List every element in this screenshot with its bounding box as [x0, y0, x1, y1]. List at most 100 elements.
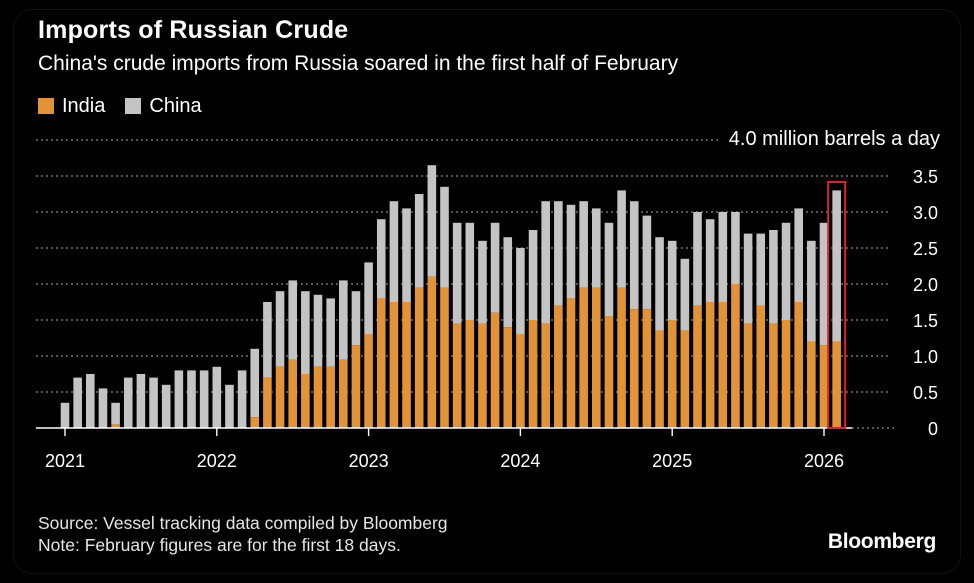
- bar-china: [756, 233, 766, 306]
- highlight-box: [827, 181, 847, 429]
- x-tick-label: 2021: [45, 451, 85, 471]
- legend-item-china: China: [125, 94, 202, 118]
- bar-china: [250, 348, 260, 418]
- bar-china: [541, 201, 550, 324]
- bar-india: [617, 287, 626, 428]
- bar-india: [718, 302, 728, 428]
- bar-china: [490, 222, 500, 313]
- bar-china: [86, 374, 95, 428]
- bar-china: [376, 219, 386, 299]
- legend: India China: [38, 94, 222, 118]
- bar-india: [579, 287, 588, 428]
- bar-india: [402, 302, 411, 428]
- bar-china: [174, 370, 184, 428]
- bar-india: [794, 302, 803, 428]
- bar-india: [832, 341, 841, 428]
- bar-china: [212, 366, 222, 428]
- bar-india: [427, 276, 437, 428]
- bar-china: [111, 402, 120, 425]
- bar-china: [731, 212, 740, 284]
- bar-china: [402, 208, 411, 302]
- bar-india: [478, 323, 487, 428]
- bar-india: [465, 320, 475, 428]
- bar-china: [389, 201, 399, 302]
- y-tick-label: 0: [928, 419, 938, 439]
- bar-china: [655, 237, 664, 331]
- bar-china: [592, 208, 601, 288]
- bar-india: [288, 359, 297, 428]
- bar-india: [326, 366, 335, 428]
- bar-india: [111, 424, 120, 428]
- bar-china: [832, 190, 841, 342]
- bar-china: [516, 248, 525, 335]
- bar-india: [351, 345, 361, 428]
- bar-china: [554, 201, 563, 306]
- bar-china: [225, 384, 234, 428]
- bar-india: [313, 366, 323, 428]
- bar-india: [389, 302, 399, 428]
- bar-india: [440, 287, 449, 428]
- x-tick-label: 2025: [652, 451, 692, 471]
- bar-china: [440, 186, 449, 288]
- bar-china: [98, 388, 108, 428]
- bar-china: [313, 294, 323, 367]
- x-tick-label: 2024: [500, 451, 540, 471]
- bar-india: [629, 309, 639, 428]
- bar-china: [123, 377, 133, 428]
- bar-india: [275, 366, 285, 428]
- bar-china: [136, 374, 146, 428]
- bar-india: [807, 341, 816, 428]
- bar-china: [604, 222, 614, 317]
- bar-india: [769, 323, 778, 428]
- bar-india: [554, 305, 563, 428]
- bar-india: [301, 374, 310, 428]
- bar-india: [667, 320, 677, 428]
- bar-india: [528, 320, 538, 428]
- bar-china: [339, 280, 348, 360]
- bar-china: [275, 291, 285, 367]
- y-tick-label: 2.0: [913, 275, 938, 295]
- legend-label-china: China: [149, 94, 202, 117]
- bar-china: [617, 190, 626, 288]
- y-tick-label: 1.0: [913, 347, 938, 367]
- y-tick-label: 3.0: [913, 203, 938, 223]
- source-note: Source: Vessel tracking data compiled by…: [38, 513, 448, 533]
- bar-india: [655, 330, 664, 428]
- bar-india: [680, 330, 690, 428]
- bar-china: [288, 280, 297, 360]
- legend-label-india: India: [62, 94, 106, 117]
- bar-india: [364, 334, 373, 428]
- bar-china: [187, 370, 196, 428]
- bar-china: [667, 240, 677, 320]
- bar-china: [566, 204, 576, 299]
- bar-india: [756, 305, 766, 428]
- chart-title: Imports of Russian Crude: [38, 16, 349, 44]
- bar-india: [376, 298, 386, 428]
- bar-china: [579, 201, 588, 288]
- bar-china: [705, 219, 715, 302]
- bar-india: [731, 284, 740, 428]
- bar-india: [642, 309, 652, 428]
- bar-china: [478, 240, 487, 324]
- y-tick-label: 1.5: [913, 311, 938, 331]
- footnote: Note: February figures are for the first…: [38, 535, 401, 555]
- footer: Source: Vessel tracking data compiled by…: [38, 512, 448, 556]
- bar-india: [516, 334, 525, 428]
- y-tick-label: 3.5: [913, 167, 938, 187]
- bar-india: [604, 316, 614, 428]
- bar-china: [326, 298, 335, 367]
- bar-india: [566, 298, 576, 428]
- bar-india: [503, 327, 513, 428]
- bar-india: [819, 345, 829, 428]
- bar-china: [414, 194, 424, 288]
- bar-china: [528, 230, 538, 320]
- bar-india: [263, 377, 272, 428]
- bar-china: [351, 291, 361, 346]
- bar-china: [769, 230, 778, 324]
- legend-swatch-india: [38, 98, 54, 114]
- x-tick-label: 2023: [349, 451, 389, 471]
- bar-india: [490, 312, 500, 428]
- bar-china: [642, 215, 652, 310]
- bar-china: [718, 212, 728, 302]
- bar-china: [629, 201, 639, 310]
